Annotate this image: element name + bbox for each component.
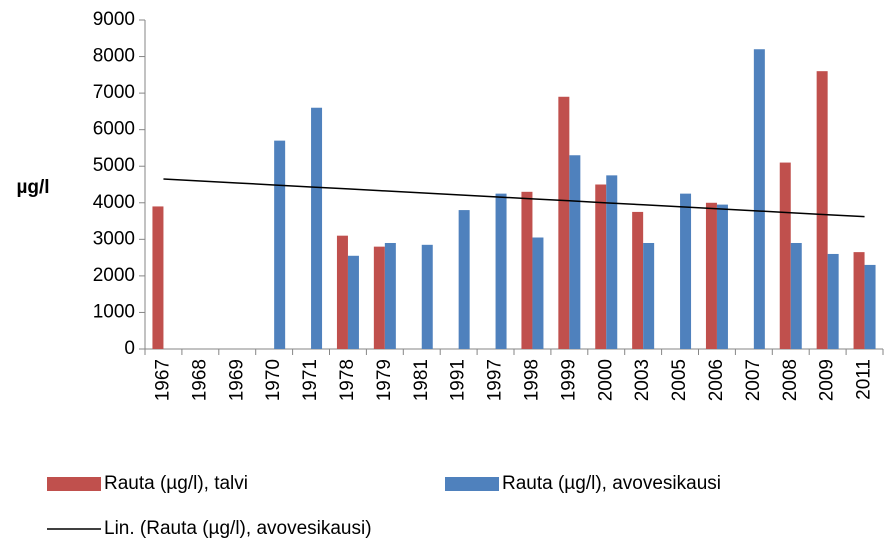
bar — [569, 155, 581, 349]
x-tick-label: 1999 — [558, 359, 579, 401]
x-tick-label: 2000 — [595, 359, 616, 401]
x-tick-label: 1969 — [226, 359, 247, 401]
bar — [753, 49, 765, 349]
bar — [521, 191, 533, 349]
bar — [373, 246, 385, 349]
trend-line — [163, 178, 865, 218]
legend-label: Rauta (µg/l), avovesikausi — [502, 473, 721, 494]
x-tick-label: 2009 — [817, 359, 838, 401]
x-tick-label: 1997 — [485, 359, 506, 401]
bar — [458, 210, 470, 349]
x-tick-label: 2011 — [854, 359, 875, 400]
bar — [816, 71, 828, 349]
bar — [152, 206, 164, 349]
bar — [606, 175, 618, 349]
y-tick-label: 1000 — [93, 301, 135, 322]
x-tick-label: 1967 — [152, 359, 173, 401]
x-tick-label: 1981 — [411, 359, 432, 401]
x-tick-label: 2007 — [743, 359, 764, 401]
legend-label: Rauta (µg/l), talvi — [104, 473, 248, 494]
bar — [705, 202, 717, 349]
bar — [495, 193, 507, 349]
x-tick-label: 2005 — [669, 359, 690, 401]
y-axis-label: µg/l — [16, 177, 49, 198]
y-tick-label: 4000 — [93, 192, 135, 213]
bar — [680, 193, 692, 349]
y-tick-label: 8000 — [93, 46, 135, 67]
y-tick-label: 5000 — [93, 155, 135, 176]
y-tick-label: 6000 — [93, 119, 135, 140]
bar — [532, 237, 544, 349]
bar — [779, 162, 791, 349]
y-tick-label: 7000 — [93, 82, 135, 103]
bar — [558, 96, 570, 350]
bar — [827, 253, 839, 349]
bar — [421, 244, 433, 349]
x-tick-label: 1968 — [189, 359, 210, 401]
x-tick-label: 1970 — [263, 359, 284, 401]
bar — [347, 255, 359, 349]
x-tick-label: 1998 — [521, 359, 542, 401]
bar — [336, 235, 348, 349]
y-tick-label: 2000 — [93, 265, 135, 286]
bar — [384, 242, 396, 349]
bar — [864, 264, 876, 349]
x-tick-label: 2003 — [632, 359, 653, 401]
x-tick-label: 2008 — [780, 359, 801, 401]
bar — [274, 140, 286, 349]
bar — [853, 252, 865, 349]
x-tick-label: 1978 — [337, 359, 358, 401]
legend-label: Lin. (Rauta (µg/l), avovesikausi) — [104, 518, 372, 539]
bar — [643, 242, 655, 349]
legend-swatch — [445, 477, 499, 491]
x-tick-label: 2006 — [706, 359, 727, 401]
bar — [595, 184, 607, 349]
bar — [790, 242, 802, 349]
y-tick-label: 3000 — [93, 228, 135, 249]
y-tick-label: 9000 — [93, 9, 135, 30]
x-tick-label: 1991 — [448, 359, 469, 401]
x-tick-label: 1979 — [374, 359, 395, 401]
bar — [632, 211, 644, 349]
y-tick-label: 0 — [124, 338, 135, 359]
bar — [716, 204, 728, 349]
legend-swatch — [47, 477, 101, 491]
x-tick-label: 1971 — [300, 359, 321, 401]
bar — [311, 107, 323, 349]
